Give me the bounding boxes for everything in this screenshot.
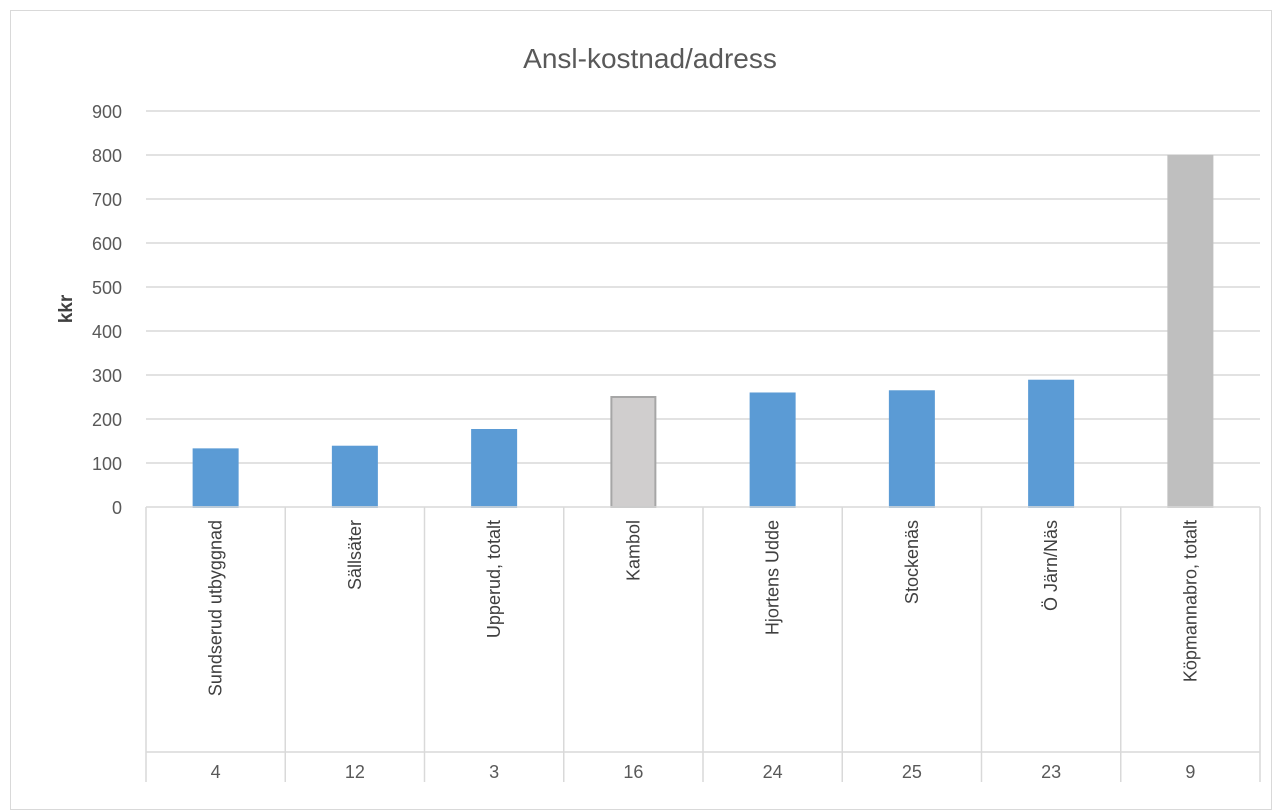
y-axis-ticks: 0 100 200 300 400 500 600 700 800 900 — [92, 102, 122, 518]
y-tick-label: 700 — [92, 190, 122, 210]
x-secondary-label: 23 — [1041, 762, 1061, 782]
x-category-label: Sällsäter — [345, 520, 365, 590]
y-tick-label: 500 — [92, 278, 122, 298]
bar — [610, 396, 657, 508]
x-secondary-label: 9 — [1185, 762, 1195, 782]
x-secondary-label: 16 — [623, 762, 643, 782]
y-axis-label: kkr — [56, 294, 77, 323]
bars — [192, 154, 1214, 509]
y-tick-label: 200 — [92, 410, 122, 430]
x-secondary-label: 3 — [489, 762, 499, 782]
x-secondary-label: 24 — [763, 762, 783, 782]
bar — [331, 445, 378, 508]
y-tick-label: 100 — [92, 454, 122, 474]
bar — [471, 429, 518, 508]
bar — [1028, 379, 1075, 508]
x-secondary-label: 4 — [211, 762, 221, 782]
y-tick-label: 600 — [92, 234, 122, 254]
bar — [192, 448, 239, 508]
gridlines — [146, 110, 1260, 464]
x-category-label: Stockenäs — [902, 520, 922, 604]
x-category-label: Hjortens Udde — [763, 520, 783, 635]
bar — [749, 392, 796, 509]
x-category-label: Ö Järn/Näs — [1041, 520, 1061, 611]
y-tick-label: 0 — [112, 498, 122, 518]
y-tick-label: 800 — [92, 146, 122, 166]
x-category-label: Köpmannabro, totalt — [1180, 520, 1200, 682]
x-secondary-label: 12 — [345, 762, 365, 782]
x-category-label: Sundserud utbyggnad — [206, 520, 226, 696]
y-tick-label: 400 — [92, 322, 122, 342]
bar — [888, 390, 935, 508]
bar-chart: Ansl-kostnad/adress kkr 0 100 200 300 400 500… — [56, 43, 1261, 782]
bar — [1167, 154, 1214, 508]
x-category-label: Upperud, totalt — [484, 520, 504, 638]
x-secondary-label: 25 — [902, 762, 922, 782]
y-tick-label: 900 — [92, 102, 122, 122]
y-tick-label: 300 — [92, 366, 122, 386]
chart-title: Ansl-kostnad/adress — [523, 43, 777, 74]
x-axis: Sundserud utbyggnad Sällsäter Upperud, tot… — [145, 506, 1261, 782]
x-category-label: Kambol — [623, 520, 643, 581]
